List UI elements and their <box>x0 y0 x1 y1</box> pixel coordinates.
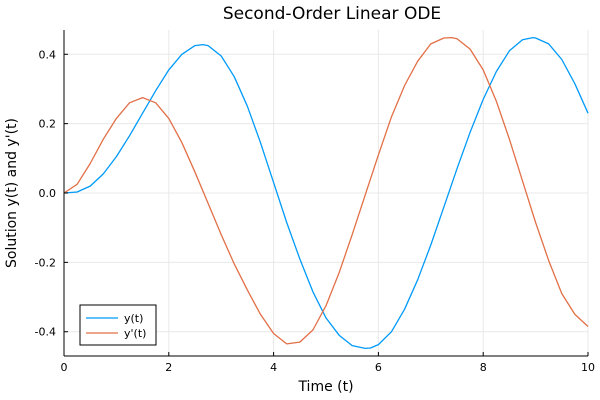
y-tick-label: 0.0 <box>39 187 57 200</box>
legend: y(t) y'(t) <box>79 304 157 346</box>
y-tick-label: 0.2 <box>39 118 57 131</box>
y-ticks: -0.4 -0.2 0.0 0.2 0.4 <box>35 48 68 339</box>
y-axis-label: Solution y(t) and y'(t) <box>4 118 20 268</box>
series-line-y <box>63 36 589 350</box>
x-ticks: 0 2 4 6 8 10 <box>61 352 595 374</box>
x-tick-label: 6 <box>375 361 382 374</box>
legend-label: y'(t) <box>124 327 146 340</box>
x-tick-label: 4 <box>270 361 277 374</box>
x-tick-label: 0 <box>61 361 68 374</box>
legend-label: y(t) <box>124 312 143 325</box>
series-layer <box>63 36 589 350</box>
y-tick-label: 0.4 <box>39 48 57 61</box>
chart-title: Second-Order Linear ODE <box>223 4 441 24</box>
legend-box <box>79 304 157 346</box>
y-tick-label: -0.2 <box>35 256 56 269</box>
y-tick-label: -0.4 <box>35 326 56 339</box>
x-tick-label: 2 <box>165 361 172 374</box>
x-tick-label: 10 <box>581 361 595 374</box>
series-line-y-prime <box>63 36 589 345</box>
x-tick-label: 8 <box>480 361 487 374</box>
x-axis-label: Time (t) <box>297 379 353 395</box>
